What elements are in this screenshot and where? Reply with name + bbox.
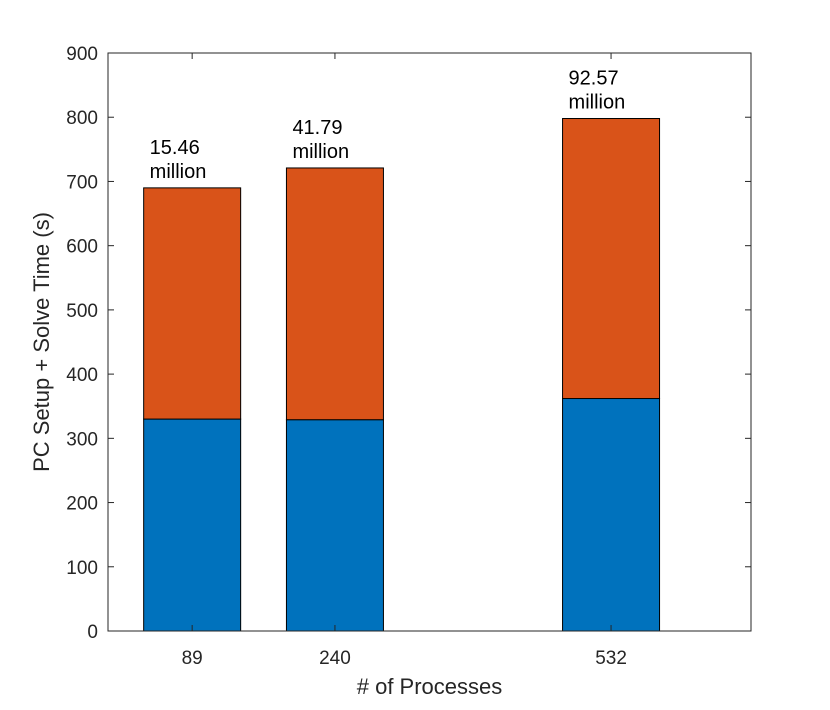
y-axis-title: PC Setup + Solve Time (s) [29, 212, 54, 472]
bar-label-line: million [292, 141, 349, 163]
bar-532-segment-2 [562, 118, 661, 400]
y-tick-label-0: 0 [87, 622, 98, 643]
bar-89-segment-2 [143, 187, 242, 420]
y-tick-label-200: 200 [66, 494, 98, 515]
y-tick-label-700: 700 [66, 172, 98, 193]
bars-group [143, 118, 661, 632]
x-tick-label-89: 89 [182, 648, 203, 669]
y-tick-label-100: 100 [66, 558, 98, 579]
y-tick-label-800: 800 [66, 108, 98, 129]
bar-label-line: million [569, 92, 626, 114]
bar-label-240: 41.79 million [292, 117, 349, 163]
axes-box [107, 52, 752, 632]
bar-label-line: million [150, 161, 207, 183]
y-tick-label-500: 500 [66, 301, 98, 322]
y-tick-label-900: 900 [66, 44, 98, 65]
bar-240-segment-2 [285, 167, 384, 421]
bar-label-89: 15.46 million [150, 137, 207, 183]
y-tick-label-400: 400 [66, 365, 98, 386]
bar-89-segment-1 [143, 418, 242, 632]
bar-label-line: 15.46 [150, 137, 200, 159]
bar-label-532: 92.57 million [569, 68, 626, 114]
bar-label-line: 41.79 [292, 117, 342, 139]
y-tick-label-300: 300 [66, 429, 98, 450]
x-tick-label-532: 532 [595, 648, 627, 669]
x-tick-label-240: 240 [319, 648, 351, 669]
axes-group: 89 240 532 0 100 200 300 400 500 600 700 800 900 [66, 44, 752, 669]
bar-532-segment-1 [562, 398, 661, 632]
bar-label-line: 92.57 [569, 68, 619, 90]
y-tick-label-600: 600 [66, 237, 98, 258]
x-axis-title: # of Processes [357, 674, 503, 699]
bar-240-segment-1 [285, 419, 384, 632]
